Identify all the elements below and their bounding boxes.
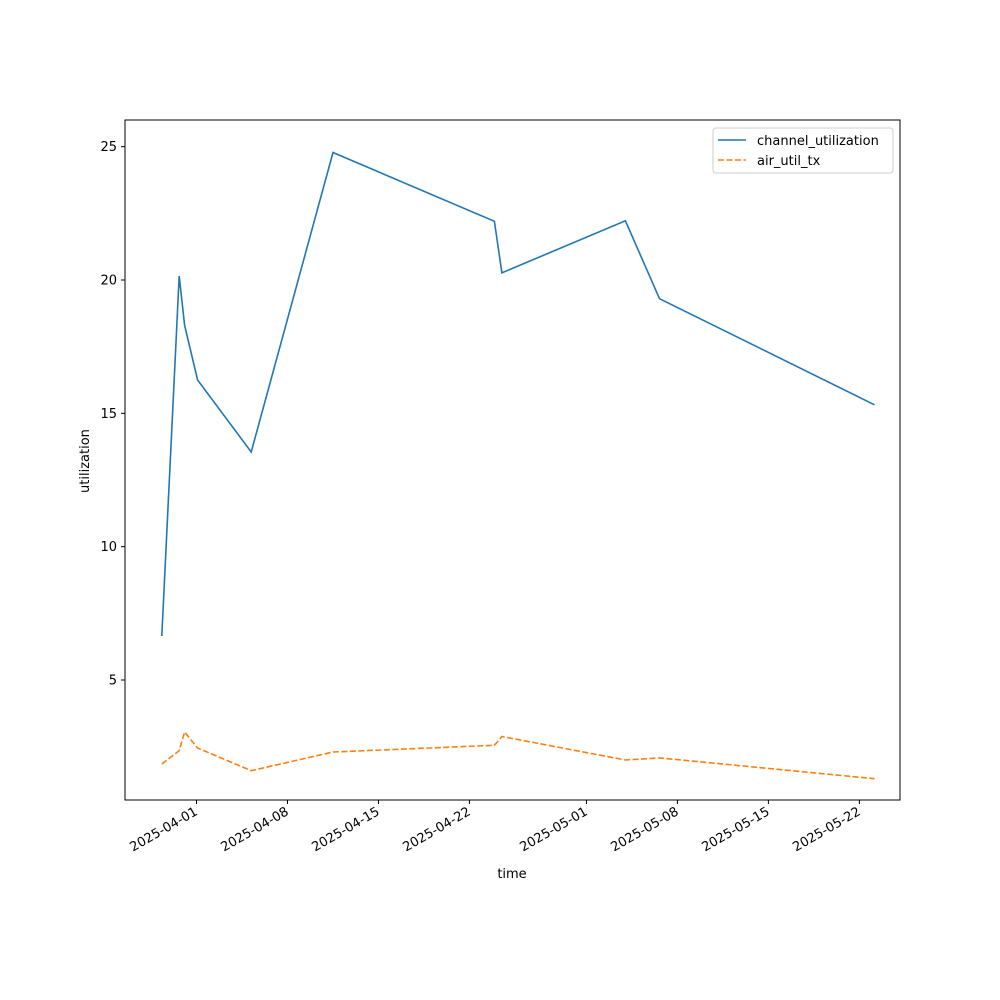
x-axis-label: time [497,867,526,882]
plot-area [125,120,900,800]
series-line-channel-utilization [161,151,875,637]
legend-box [712,127,894,174]
series-layer [161,151,875,780]
y-tick-label: 25 [100,140,117,155]
y-tick-label: 5 [109,674,117,689]
y-tick-label: 10 [100,540,117,555]
y-tick-label: 15 [100,407,117,422]
series-line-air-util-tx [161,730,875,780]
legend-label: channel_utilization [757,134,879,149]
plot-frame [124,119,901,801]
y-axis: 5 10 15 20 25 [100,140,125,689]
y-axis-label: utilization [78,429,93,493]
y-tick-label: 20 [100,274,117,289]
legend-label: air_util_tx [757,154,821,169]
legend: channel_utilization air_util_tx [712,127,894,174]
